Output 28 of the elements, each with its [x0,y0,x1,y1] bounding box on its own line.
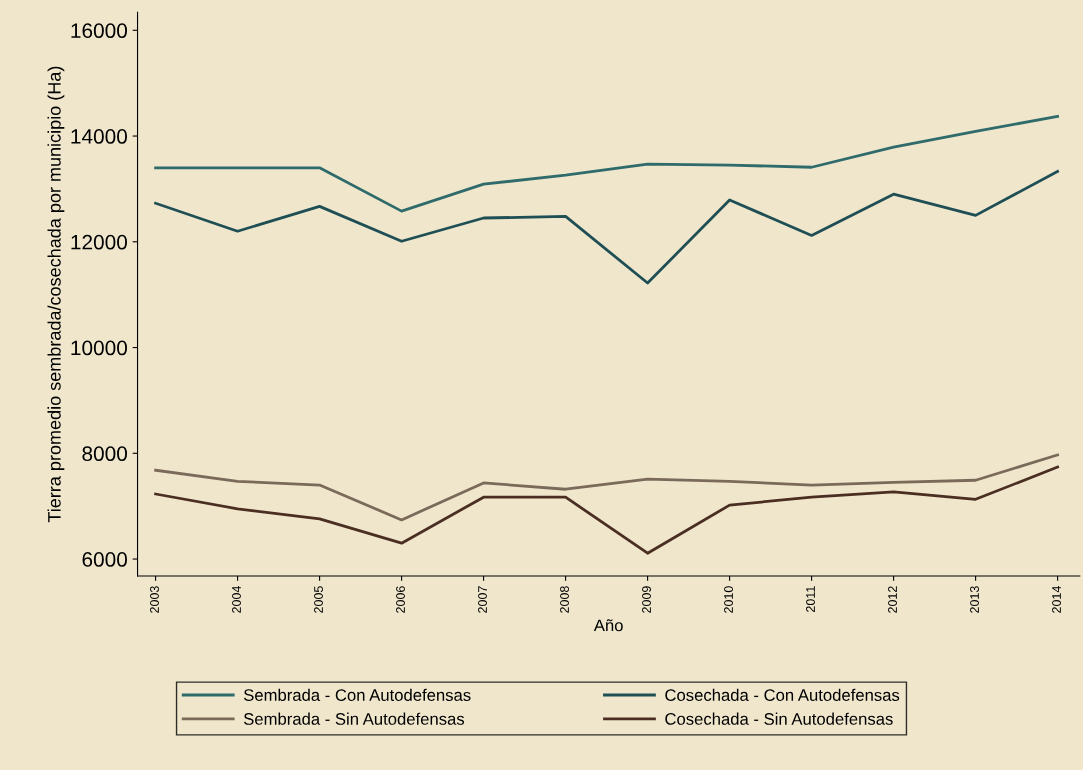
y-axis-title: Tierra promedio sembrada/cosechada por municipio (Ha) [47,66,65,523]
x-tick-label: 2009 [642,586,651,613]
legend-label: Cosechada - Con Autodefensas [665,688,900,701]
line-series [154,465,1059,555]
x-tick-label: 2011 [806,586,815,612]
x-tick-label: 2014 [1052,586,1061,613]
x-axis-title: Año [593,619,623,632]
x-tick-label: 2010 [724,586,733,613]
legend-label: Sembrada - Sin Autodefensas [243,712,465,725]
y-tick-label: 14000 [71,129,128,144]
y-tick-label: 12000 [71,234,128,250]
legend-label: Cosechada - Sin Autodefensas [665,712,893,725]
y-tick-label: 16000 [71,23,128,39]
x-tick-label: 2006 [396,586,405,613]
x-tick-label: 2012 [888,586,897,613]
x-tick-label: 2003 [150,586,159,613]
line-series [154,115,1059,213]
x-tick-label: 2008 [560,586,569,613]
x-tick-label: 2005 [314,586,323,613]
x-tick-label: 2013 [970,586,979,613]
y-tick-label: 6000 [82,552,128,567]
line-series [154,453,1059,522]
y-tick-label: 8000 [82,446,128,462]
line-series [154,170,1059,285]
x-tick-label: 2007 [478,586,487,613]
x-tick-label: 2004 [232,586,241,613]
y-tick-label: 10000 [71,340,128,356]
legend-label: Sembrada - Con Autodefensas [243,688,471,701]
